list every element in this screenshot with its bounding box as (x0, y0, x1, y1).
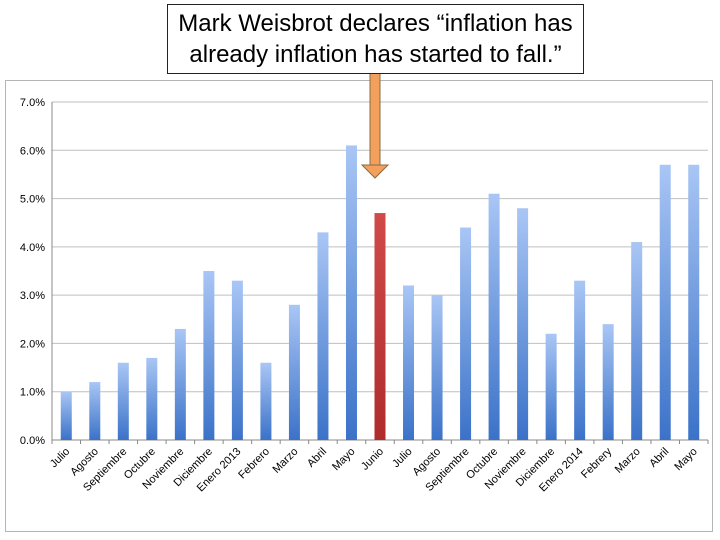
bars (60, 145, 700, 440)
bar (431, 295, 443, 440)
bar (659, 164, 671, 440)
y-tick-label: 7.0% (20, 97, 45, 109)
arrow-shaft (369, 72, 381, 166)
x-axis-labels: JulioAgostoSeptiembreOctubreNoviembreDic… (48, 445, 700, 494)
bar (117, 362, 129, 440)
y-tick-label: 2.0% (20, 338, 45, 350)
bar (60, 391, 72, 440)
gridlines (51, 101, 709, 444)
bar (574, 280, 586, 440)
bar (174, 328, 186, 440)
highlighted-bar (374, 213, 386, 440)
arrow-head (360, 164, 390, 179)
y-tick-label: 1.0% (20, 387, 45, 399)
chart-frame: 0.0% 1.0% 2.0% 3.0% 4.0% 5.0% 6.0% 7.0% Julio Ag… (5, 80, 713, 532)
y-tick-label: 3.0% (20, 290, 45, 302)
bar (146, 357, 158, 440)
bar (488, 193, 500, 440)
bar (517, 208, 529, 440)
y-tick-label: 6.0% (20, 145, 45, 157)
y-tick-label: 4.0% (20, 242, 45, 254)
x-category-label: Febrero (236, 446, 272, 482)
bar (89, 382, 101, 440)
y-tick-label: 5.0% (20, 194, 45, 206)
x-category-label: Abril (305, 446, 329, 470)
x-category-label: Junio (359, 446, 386, 473)
x-category-label: Marzo (270, 446, 300, 476)
y-axis-ticks: 0.0% 1.0% 2.0% 3.0% 4.0% 5.0% 6.0% 7.0% (20, 97, 45, 447)
bar (602, 324, 614, 440)
x-category-label: Julio (48, 446, 72, 470)
inflation-bar-chart: 0.0% 1.0% 2.0% 3.0% 4.0% 5.0% 6.0% 7.0% JulioAg… (20, 97, 709, 494)
bar (260, 362, 272, 440)
x-category-label: Febrery (579, 445, 615, 481)
callout-box: Mark Weisbrot declares “inflation has al… (167, 4, 584, 74)
x-category-label: Abril (647, 446, 671, 470)
x-category-label: Mayo (330, 446, 358, 474)
bar (545, 333, 557, 440)
bar (345, 145, 357, 440)
bar (403, 285, 415, 440)
y-tick-label: 0.0% (20, 435, 45, 447)
x-category-label: Marzo (613, 446, 643, 476)
bar (288, 304, 300, 440)
bar (203, 271, 215, 440)
bar (631, 242, 643, 440)
bar (317, 232, 329, 440)
bar (460, 227, 472, 440)
x-category-label: Mayo (672, 446, 700, 474)
callout-text: Mark Weisbrot declares “inflation has al… (178, 10, 573, 68)
x-category-label: Julio (390, 446, 414, 470)
bar (231, 280, 243, 440)
bar (688, 164, 700, 440)
